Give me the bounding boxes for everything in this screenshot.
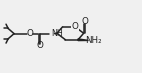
Text: O: O [27, 29, 34, 38]
Text: O: O [81, 17, 88, 26]
Text: O: O [72, 22, 79, 31]
Text: NH₂: NH₂ [85, 36, 102, 45]
Text: NH: NH [51, 29, 63, 38]
Polygon shape [78, 39, 89, 41]
Text: O: O [36, 41, 43, 50]
